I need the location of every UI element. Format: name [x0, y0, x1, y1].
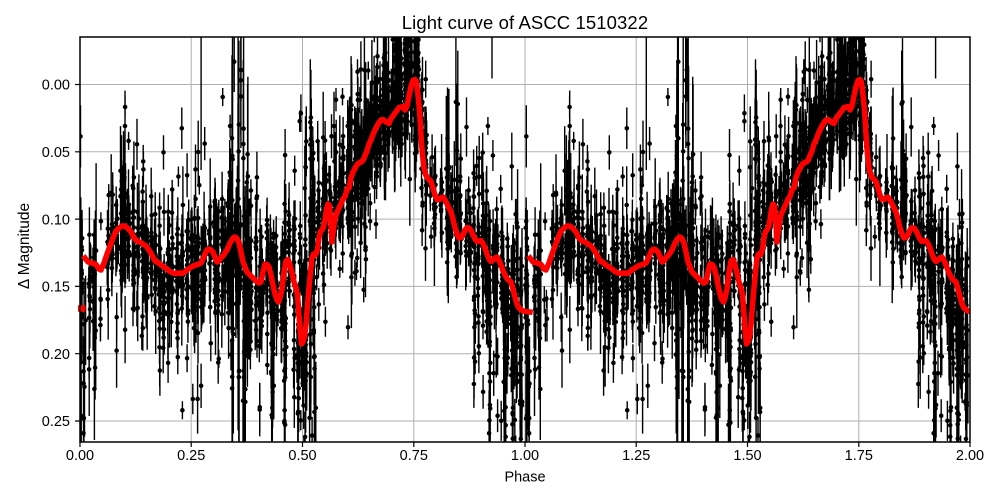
svg-text:Phase: Phase — [504, 470, 545, 486]
svg-text:0.50: 0.50 — [288, 448, 316, 464]
svg-text:0.15: 0.15 — [42, 280, 70, 296]
svg-text:0.75: 0.75 — [400, 448, 428, 464]
svg-text:Light curve of ASCC 1510322: Light curve of ASCC 1510322 — [402, 12, 648, 33]
svg-text:0.20: 0.20 — [42, 347, 70, 363]
svg-text:0.25: 0.25 — [42, 414, 70, 430]
svg-text:Δ Magnitude: Δ Magnitude — [16, 203, 33, 289]
svg-text:1.75: 1.75 — [845, 448, 873, 464]
svg-text:0.00: 0.00 — [42, 78, 70, 94]
svg-text:2.00: 2.00 — [956, 448, 984, 464]
svg-text:1.00: 1.00 — [511, 448, 539, 464]
svg-text:0.25: 0.25 — [177, 448, 205, 464]
svg-text:0.00: 0.00 — [66, 448, 94, 464]
svg-text:0.05: 0.05 — [42, 145, 70, 161]
svg-text:0.10: 0.10 — [42, 212, 70, 228]
svg-text:1.50: 1.50 — [733, 448, 761, 464]
svg-text:1.25: 1.25 — [622, 448, 650, 464]
